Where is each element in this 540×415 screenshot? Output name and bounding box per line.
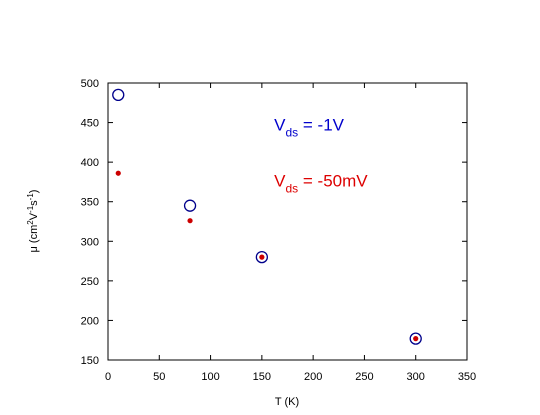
series-1-point-2: [259, 254, 265, 260]
series-1-point-0: [115, 170, 121, 176]
x-tick-label-100: 100: [201, 371, 219, 383]
y-tick-label-450: 450: [81, 118, 99, 130]
x-tick-label-250: 250: [355, 371, 373, 383]
x-tick-label-300: 300: [407, 371, 425, 383]
annotation-0-tail: = -1V: [298, 115, 344, 134]
annotation-1-tail: = -50mV: [298, 172, 368, 191]
x-axis-title: T (K): [275, 396, 299, 408]
x-tick-label-0: 0: [105, 371, 111, 383]
y-axis-title-sup3: -1: [26, 193, 35, 201]
annotation-0-main: V: [274, 115, 286, 134]
axis-ticks: [107, 82, 468, 361]
series-0-point-3: [409, 332, 422, 345]
annotation-1-main: V: [274, 172, 286, 191]
x-tick-label-350: 350: [458, 371, 476, 383]
annotation-0: Vds = -1V: [274, 115, 345, 139]
y-axis-title-mid1: V: [28, 212, 40, 220]
series-0-point-1: [183, 199, 197, 212]
y-axis-title-sup2: -1: [26, 205, 35, 213]
series-0-point-2: [255, 250, 269, 264]
y-tick-label-350: 350: [81, 197, 99, 209]
series-1-point-1: [187, 218, 193, 224]
y-tick-label-300: 300: [81, 236, 99, 248]
series-1-point-3: [413, 336, 419, 342]
x-tick-label-50: 50: [153, 371, 165, 383]
annotation-0-sub: ds: [286, 125, 299, 139]
x-tick-label-150: 150: [253, 371, 271, 383]
y-tick-label-250: 250: [81, 276, 99, 288]
y-axis-title-mid2: s: [28, 200, 40, 206]
data-marks: [112, 88, 422, 345]
series-0-point-0: [112, 88, 125, 102]
y-tick-label-400: 400: [81, 157, 99, 169]
y-axis-title-sup1: 2: [26, 220, 35, 225]
y-axis-title-prefix: μ (cm: [28, 225, 40, 253]
plot-frame: [107, 82, 468, 361]
y-tick-label-500: 500: [81, 78, 99, 90]
annotation-1-sub: ds: [286, 182, 299, 196]
x-tick-label-200: 200: [304, 371, 322, 383]
axis-tick-labels: 0 50 100 150 200 250 300 350 150 200 250 300 350 400 4…: [81, 78, 477, 383]
y-axis-title-suffix: ): [28, 190, 40, 194]
annotation-1: Vds = -50mV: [274, 172, 368, 196]
y-axis-title: μ (cm2V-1s-1): [26, 190, 40, 253]
y-tick-label-150: 150: [81, 355, 99, 367]
y-tick-label-200: 200: [81, 315, 99, 327]
